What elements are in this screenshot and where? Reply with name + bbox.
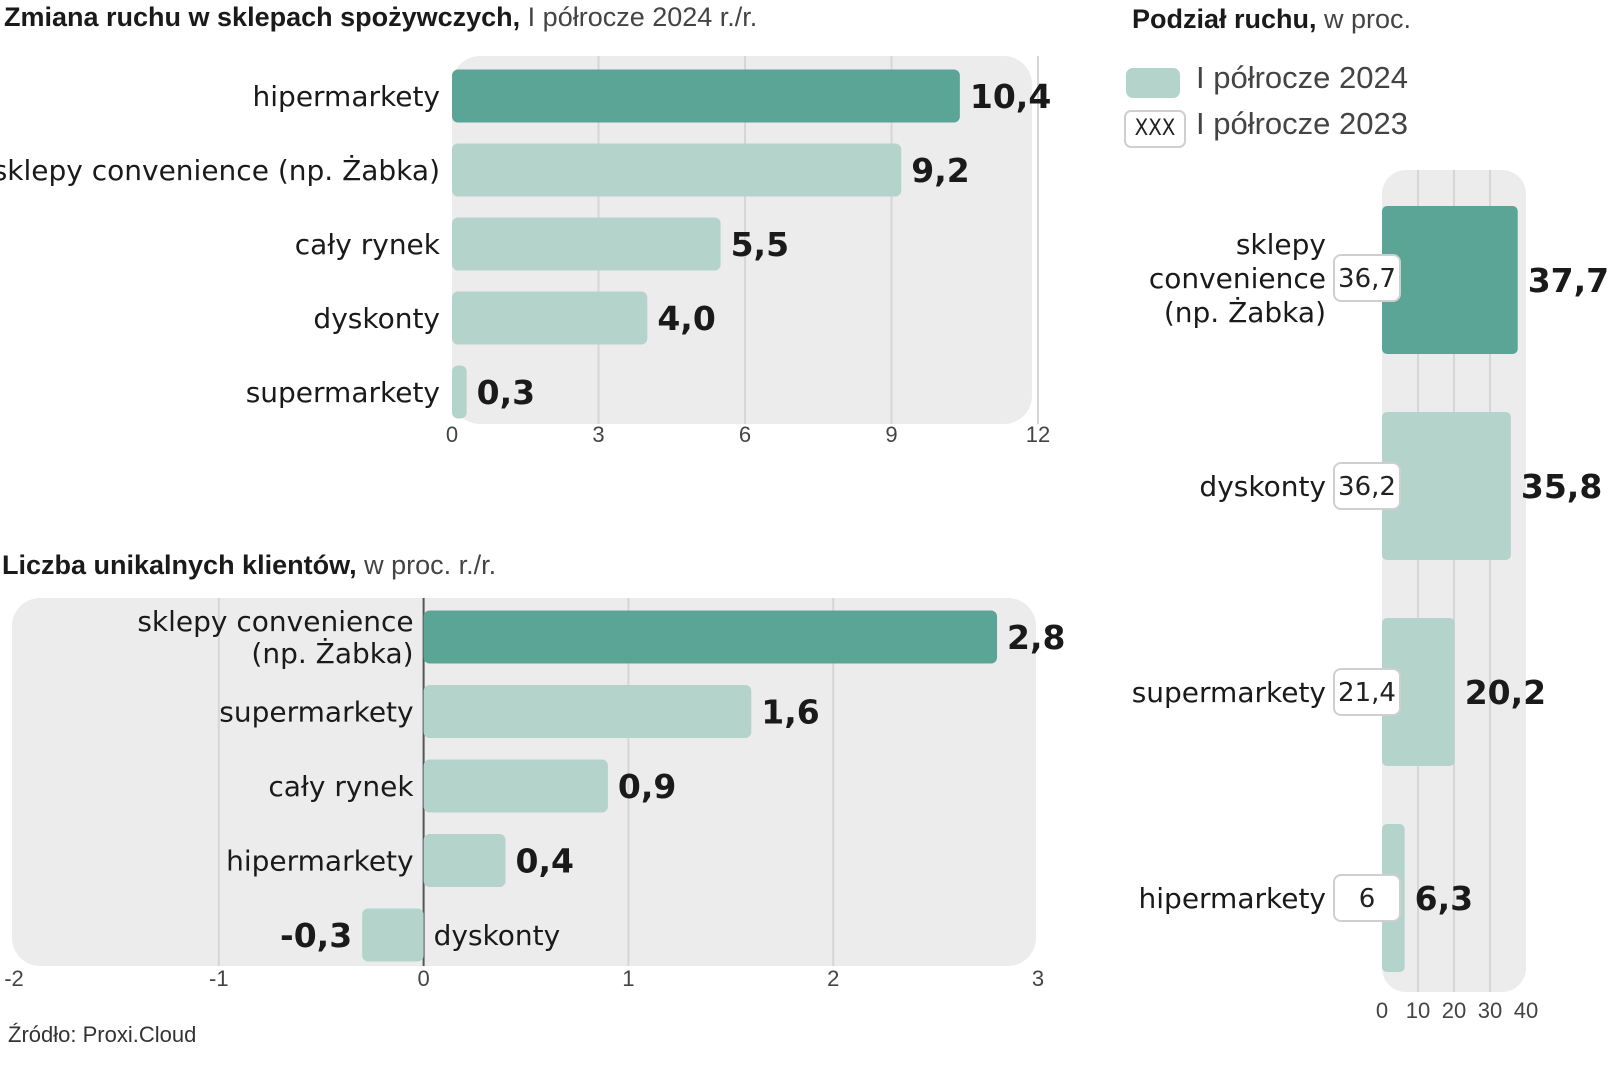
chart1-value-label: 10,4	[970, 77, 1051, 116]
chart2-bar-hipermarkety	[423, 834, 506, 887]
source-note: Źródło: Proxi.Cloud	[8, 1022, 197, 1047]
chart1-category-label: dyskonty	[313, 302, 440, 335]
chart1-bar-hipermarkety	[452, 69, 960, 123]
legend-swatch-2024	[1126, 68, 1180, 98]
chart3-value-label-2024: 35,8	[1521, 467, 1602, 506]
chart1-bar-sklepy-convenience-np-żabka	[452, 143, 902, 197]
chart1-value-label: 9,2	[911, 151, 969, 190]
chart3-box-2023	[1333, 874, 1401, 922]
chart3-value-label-2023: 36,2	[1338, 472, 1396, 502]
chart2-value-label: 1,6	[761, 693, 819, 732]
chart3-value-label-2023: 36,7	[1338, 264, 1396, 294]
chart3-tick-label: 0	[1376, 998, 1388, 1023]
chart1-category-label: cały rynek	[295, 228, 441, 261]
chart1-value-label: 5,5	[731, 225, 789, 264]
chart2-value-label: 2,8	[1007, 618, 1065, 657]
chart3-title-light: w proc.	[1316, 4, 1412, 34]
chart2-category-label: cały rynek	[268, 770, 414, 803]
chart3-tick-label: 10	[1406, 998, 1430, 1023]
chart2-value-label: 0,4	[516, 842, 574, 881]
chart3-bar-2024-supermarkety	[1382, 618, 1455, 766]
chart2-title-bold: Liczba unikalnych klientów,	[2, 550, 357, 580]
legend-label-2024: I półrocze 2024	[1196, 60, 1408, 95]
chart1-tick-label: 0	[446, 422, 458, 447]
chart3-value-label-2024: 20,2	[1465, 673, 1546, 712]
chart2-category-label: hipermarkety	[226, 845, 413, 878]
chart3-value-label-2023: 21,4	[1338, 678, 1396, 708]
chart3-tick-label: 40	[1514, 998, 1538, 1023]
chart3-box-2023	[1333, 668, 1401, 716]
chart1-value-label: 4,0	[657, 299, 715, 338]
chart2-tick-label: 1	[622, 966, 634, 991]
chart2-tick-label: 3	[1032, 966, 1044, 991]
chart1-tick-label: 9	[885, 422, 897, 447]
chart2-title: Liczba unikalnych klientów, w proc. r./r…	[2, 550, 496, 581]
chart3-value-label-2024: 6,3	[1415, 879, 1473, 918]
chart3-category-label: dyskonty	[1199, 470, 1326, 503]
chart3-category-label: convenience	[1149, 262, 1326, 295]
chart2-bar-sklepy-convenience-np-żabka	[423, 610, 998, 664]
chart2-value-label: 0,9	[618, 767, 676, 806]
chart1-tick-label: 12	[1026, 422, 1050, 447]
chart2-bar-cały-rynek	[423, 759, 608, 813]
chart3-tick-label: 30	[1478, 998, 1502, 1023]
chart2-category-label: dyskonty	[434, 919, 561, 952]
chart3-bar-2024-dyskonty	[1382, 412, 1511, 560]
chart3-title-bold: Podział ruchu,	[1132, 4, 1317, 34]
chart2-tick-label: -2	[4, 966, 24, 991]
chart1-title-bold: Zmiana ruchu w sklepach spożywczych,	[4, 2, 521, 32]
chart1-bar-dyskonty	[452, 291, 648, 345]
chart3-category-label: (np. Żabka)	[1164, 296, 1326, 329]
chart3-box-2023	[1333, 254, 1401, 302]
chart1-bar-cały-rynek	[452, 217, 721, 271]
chart1-category-label: hipermarkety	[253, 80, 440, 113]
chart3-title: Podział ruchu, w proc.	[1132, 4, 1411, 35]
chart1-title: Zmiana ruchu w sklepach spożywczych, I p…	[4, 2, 757, 33]
chart3-category-label: sklepy	[1236, 228, 1326, 261]
chart3-box-2023	[1333, 462, 1401, 510]
chart2-bar-supermarkety	[423, 685, 752, 738]
chart2-bar-dyskonty	[362, 908, 424, 962]
chart2-tick-label: 0	[417, 966, 429, 991]
chart2-category-label: sklepy convenience	[137, 605, 413, 638]
chart1-value-label: 0,3	[477, 373, 535, 412]
chart3-value-label-2024: 37,7	[1528, 261, 1609, 300]
chart3-category-label: hipermarkety	[1139, 882, 1326, 915]
legend-swatch-2023: XXX	[1124, 110, 1186, 148]
chart2-category-label: supermarkety	[219, 696, 413, 729]
chart2-title-light: w proc. r./r.	[356, 550, 497, 580]
chart2-value-label: -0,3	[280, 916, 352, 955]
chart2-tick-label: -1	[209, 966, 229, 991]
chart2-tick-label: 2	[827, 966, 839, 991]
chart3-bar-2024-sklepy-convenience-np-żabka	[1382, 206, 1518, 354]
chart1-category-label: sklepy convenience (np. Żabka)	[0, 154, 440, 187]
chart1-tick-label: 3	[592, 422, 604, 447]
chart3-value-label-2023: 6	[1359, 884, 1376, 914]
chart1-bar-supermarkety	[452, 365, 467, 419]
chart3-tick-label: 20	[1442, 998, 1466, 1023]
chart1-title-light: I półrocze 2024 r./r.	[520, 2, 758, 32]
chart1-tick-label: 6	[739, 422, 751, 447]
chart2-category-label: (np. Żabka)	[251, 637, 413, 670]
chart3-category-label: supermarkety	[1132, 676, 1326, 709]
chart1-category-label: supermarkety	[246, 376, 440, 409]
legend-label-2023: I półrocze 2023	[1196, 106, 1408, 141]
